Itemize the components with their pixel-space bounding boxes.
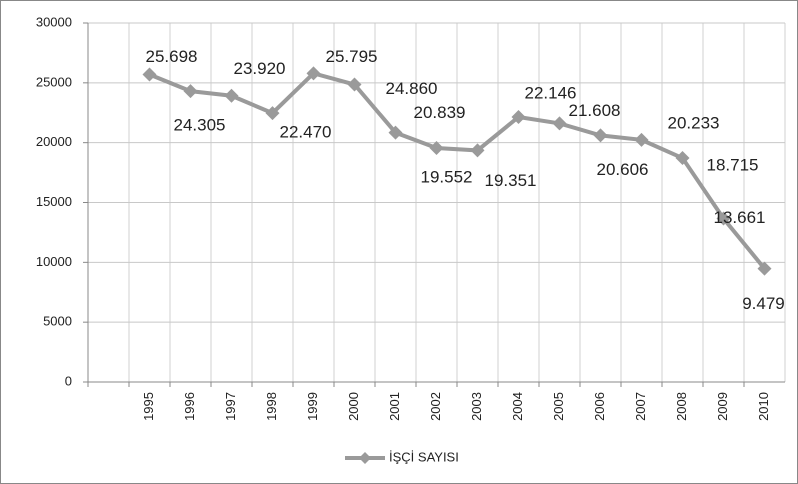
value-label: 24.860 — [386, 79, 438, 98]
series-line — [148, 71, 767, 270]
value-label: 18.715 — [707, 156, 759, 175]
x-tick-label: 2007 — [633, 392, 648, 421]
point — [142, 67, 157, 82]
x-tick-label: 1997 — [223, 392, 238, 421]
x-tick-label: 2003 — [469, 392, 484, 421]
point — [470, 143, 485, 158]
x-tick-label: 2002 — [428, 392, 443, 421]
y-tick-label: 30000 — [36, 14, 72, 29]
x-tick-label: 1995 — [141, 392, 156, 421]
y-tick-label: 20000 — [36, 134, 72, 149]
value-label: 22.146 — [525, 83, 577, 102]
value-label: 19.351 — [485, 171, 537, 190]
x-tick-label: 2009 — [715, 392, 730, 421]
point — [306, 66, 321, 81]
point — [593, 128, 608, 143]
legend-label: İŞÇİ SAYISI — [389, 449, 459, 464]
x-tick-label: 2000 — [346, 392, 361, 421]
point — [716, 211, 731, 226]
point — [552, 116, 567, 131]
value-label: 22.470 — [280, 123, 332, 142]
point — [265, 106, 280, 121]
y-tick-label: 5000 — [43, 314, 72, 329]
value-label: 24.305 — [174, 116, 226, 135]
point — [183, 84, 198, 99]
value-label: 23.920 — [234, 59, 286, 78]
x-tick-label: 2005 — [551, 392, 566, 421]
point — [675, 151, 690, 166]
y-tick-label: 25000 — [36, 74, 72, 89]
x-tick-label: 1998 — [264, 392, 279, 421]
point — [511, 109, 526, 124]
x-tick-label: 2001 — [387, 392, 402, 421]
x-tick-label: 2008 — [674, 392, 689, 421]
y-tick-label: 10000 — [36, 254, 72, 269]
value-label: 19.552 — [421, 168, 473, 187]
point — [634, 132, 649, 147]
x-tick-label: 1999 — [305, 392, 320, 421]
legend-marker — [359, 452, 371, 464]
point — [388, 125, 403, 140]
value-label: 21.608 — [569, 101, 621, 120]
x-tick-label: 2004 — [510, 392, 525, 421]
value-label: 20.606 — [597, 160, 649, 179]
x-tick-label: 2010 — [756, 392, 771, 421]
value-label: 25.698 — [146, 47, 198, 66]
value-label: 13.661 — [714, 208, 766, 227]
value-label: 20.233 — [668, 113, 720, 132]
y-tick-label: 0 — [65, 373, 72, 388]
point — [347, 77, 362, 92]
value-label: 20.839 — [414, 103, 466, 122]
x-tick-label: 2006 — [592, 392, 607, 421]
x-tick-label: 1996 — [182, 392, 197, 421]
point — [224, 88, 239, 103]
point — [757, 261, 772, 276]
value-label: 9.479 — [742, 294, 785, 313]
point — [429, 141, 444, 156]
y-tick-label: 15000 — [36, 194, 72, 209]
value-label: 25.795 — [326, 47, 378, 66]
